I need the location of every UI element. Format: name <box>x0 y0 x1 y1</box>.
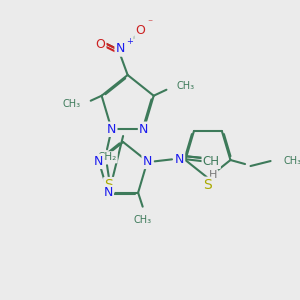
Text: CH₃: CH₃ <box>134 215 152 225</box>
Text: N: N <box>175 153 184 166</box>
Text: N: N <box>116 43 125 56</box>
Text: CH₃: CH₃ <box>176 81 195 91</box>
Text: CH: CH <box>203 155 220 168</box>
Text: S: S <box>203 178 212 192</box>
Text: +: + <box>126 37 133 46</box>
Text: O: O <box>95 38 105 50</box>
Text: H: H <box>209 170 217 180</box>
Text: N: N <box>103 186 113 199</box>
Text: CH₃: CH₃ <box>283 156 300 166</box>
Text: N: N <box>94 155 104 168</box>
Text: ⁻: ⁻ <box>147 18 152 28</box>
Text: N: N <box>139 123 148 136</box>
Text: N: N <box>107 123 116 136</box>
Text: CH₃: CH₃ <box>62 99 81 109</box>
Text: O: O <box>136 25 146 38</box>
Text: N: N <box>143 155 152 168</box>
Text: S: S <box>104 178 113 192</box>
Text: CH₂: CH₂ <box>98 152 117 162</box>
